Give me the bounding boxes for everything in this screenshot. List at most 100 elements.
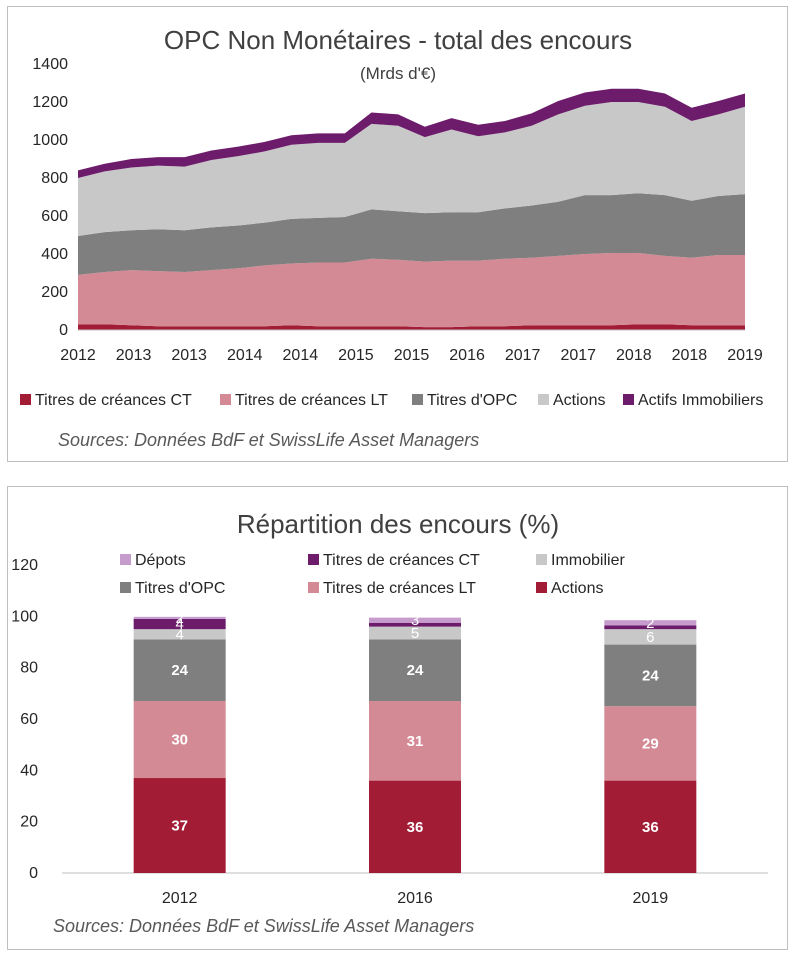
area-legend-label: Actifs Immobiliers (638, 392, 763, 409)
bar-segment (604, 780, 697, 873)
area-x-tick: 2017 (505, 347, 541, 364)
area-x-tick: 2013 (171, 347, 207, 364)
area-series-4 (78, 102, 745, 236)
bar-data-label: 24 (642, 667, 659, 684)
bar-x-tick: 2016 (397, 890, 433, 907)
bar-data-label: 30 (171, 732, 188, 749)
bar-y-tick: 20 (20, 814, 38, 831)
area-y-tick: 400 (41, 246, 68, 263)
area-chart-subtitle: (Mrds d'€) (360, 64, 436, 83)
bar-segment (369, 622, 461, 627)
bar-data-label: 4 (175, 616, 183, 633)
area-legend-label: Actions (553, 392, 605, 409)
bar-segment (369, 639, 461, 702)
bar-y-tick: 40 (20, 762, 38, 779)
bar-legend-swatch (120, 554, 131, 565)
area-chart: OPC Non Monétaires - total des encours (… (20, 25, 763, 450)
bar-segment (133, 639, 226, 702)
bar-segment (604, 620, 697, 626)
area-legend-swatch (220, 394, 231, 405)
area-y-tick: 1200 (32, 94, 68, 111)
bar-data-label: 31 (407, 733, 424, 750)
bar-segment (369, 626, 461, 640)
bar-segment (369, 617, 461, 623)
area-legend-swatch (623, 394, 634, 405)
area-legend-swatch (412, 394, 423, 405)
area-x-tick: 2012 (60, 347, 96, 364)
bar-y-tick: 0 (29, 865, 38, 882)
area-legend-label: Titres de créances CT (35, 392, 192, 409)
bar-segment (369, 780, 461, 873)
area-x-tick: 2013 (116, 347, 152, 364)
bar-segment (604, 706, 697, 781)
bar-y-tick: 120 (11, 557, 38, 574)
bar-data-label: 29 (642, 735, 659, 752)
bar-data-label: 36 (407, 819, 424, 836)
bar-chart-panel: Répartition des encours (%) Dépots Titres… (7, 486, 788, 950)
bar-data-label: 36 (642, 819, 659, 836)
bar-data-label: 24 (407, 662, 424, 679)
area-x-tick: 2016 (449, 347, 485, 364)
bar-segment (604, 625, 697, 630)
area-x-tick: 2014 (283, 347, 319, 364)
bar-chart: Répartition des encours (%) Dépots Titres… (11, 509, 768, 936)
area-legend-label: Titres de créances LT (235, 392, 388, 409)
area-y-tick: 800 (41, 170, 68, 187)
bar-segment (133, 616, 226, 619)
bar-x-tick: 2019 (633, 890, 669, 907)
area-legend-swatch (20, 394, 31, 405)
area-x-tick: 2015 (394, 347, 430, 364)
bar-data-label: 3 (411, 612, 419, 629)
bar-legend-label: Immobilier (551, 552, 625, 569)
area-y-tick: 1400 (32, 56, 68, 73)
area-series-3 (78, 193, 745, 275)
area-y-tick: 600 (41, 208, 68, 225)
bar-legend-label: Titres de créances LT (323, 580, 476, 597)
bar-data-label: 6 (646, 629, 654, 646)
bar-legend-label: Titres d'OPC (135, 580, 225, 597)
bar-y-tick: 100 (11, 608, 38, 625)
bar-y-tick: 60 (20, 711, 38, 728)
bar-segment (369, 701, 461, 781)
bar-segment (133, 618, 226, 630)
area-y-tick: 0 (59, 322, 68, 339)
bar-data-label: 37 (171, 818, 188, 835)
bar-legend-label: Dépots (135, 552, 186, 569)
bar-segment (133, 701, 226, 779)
area-x-tick: 2018 (672, 347, 708, 364)
area-x-tick: 2014 (227, 347, 263, 364)
area-legend-swatch (538, 394, 549, 405)
area-x-tick: 2015 (338, 347, 374, 364)
bar-legend-swatch (536, 582, 547, 593)
area-y-tick: 200 (41, 284, 68, 301)
bar-legend-label: Titres de créances CT (323, 552, 480, 569)
area-series-1 (78, 324, 745, 330)
bar-legend-label: Actions (551, 580, 603, 597)
bar-legend-swatch (308, 582, 319, 593)
bar-legend-swatch (536, 554, 547, 565)
bar-data-label: 2 (175, 610, 183, 627)
bar-data-label: 4 (175, 626, 183, 643)
area-legend-label: Titres d'OPC (427, 392, 517, 409)
area-x-tick: 2018 (616, 347, 652, 364)
bar-data-label: 2 (646, 615, 654, 632)
bar-chart-source: Sources: Données BdF et SwissLife Asset … (53, 916, 474, 936)
area-chart-panel: OPC Non Monétaires - total des encours (… (7, 6, 788, 462)
area-x-tick: 2019 (727, 347, 763, 364)
bar-segment (133, 629, 226, 640)
bar-chart-title: Répartition des encours (%) (237, 509, 559, 539)
bar-data-label: 24 (171, 662, 188, 679)
bar-data-label: 5 (411, 625, 419, 642)
bar-legend-swatch (120, 582, 131, 593)
bar-x-tick: 2012 (162, 890, 198, 907)
bar-segment (604, 629, 697, 645)
bar-segment (133, 778, 226, 873)
area-chart-title: OPC Non Monétaires - total des encours (164, 25, 632, 55)
bar-segment (604, 644, 697, 707)
area-x-tick: 2017 (560, 347, 596, 364)
area-y-tick: 1000 (32, 132, 68, 149)
bar-legend-swatch (308, 554, 319, 565)
area-chart-source: Sources: Données BdF et SwissLife Asset … (58, 430, 479, 450)
area-series-2 (78, 253, 745, 328)
bar-y-tick: 80 (20, 660, 38, 677)
